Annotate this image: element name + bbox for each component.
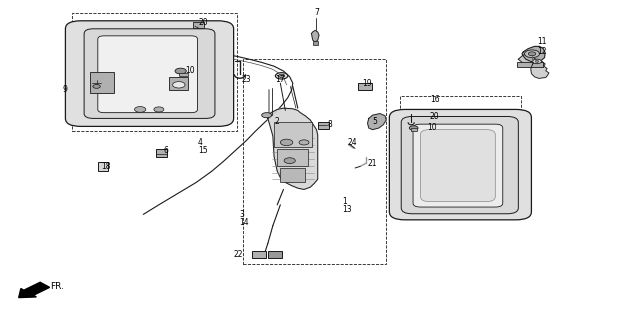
Circle shape xyxy=(275,73,288,79)
Text: 1: 1 xyxy=(343,197,348,206)
FancyBboxPatch shape xyxy=(98,36,197,113)
Circle shape xyxy=(262,113,272,118)
Bar xyxy=(277,149,308,166)
Polygon shape xyxy=(312,30,319,42)
Text: 3: 3 xyxy=(239,210,244,219)
Text: 7: 7 xyxy=(314,8,319,17)
Bar xyxy=(98,162,108,171)
FancyBboxPatch shape xyxy=(389,109,531,220)
Text: 17: 17 xyxy=(275,76,285,84)
Circle shape xyxy=(299,140,309,145)
Polygon shape xyxy=(518,54,537,67)
Circle shape xyxy=(93,84,100,88)
Text: 24: 24 xyxy=(348,138,357,147)
Text: 15: 15 xyxy=(198,146,207,155)
Circle shape xyxy=(280,139,293,146)
Text: 5: 5 xyxy=(373,117,378,126)
Circle shape xyxy=(284,158,295,164)
Bar xyxy=(243,59,386,264)
FancyArrow shape xyxy=(19,282,50,298)
Bar xyxy=(274,122,312,147)
Circle shape xyxy=(173,82,185,88)
Text: 23: 23 xyxy=(242,76,251,84)
Bar xyxy=(400,96,521,216)
Text: 10: 10 xyxy=(186,66,195,75)
Text: 10: 10 xyxy=(427,124,436,132)
Text: 8: 8 xyxy=(327,120,332,129)
Bar xyxy=(268,251,282,258)
Bar xyxy=(90,72,114,93)
Circle shape xyxy=(535,60,539,62)
Polygon shape xyxy=(531,61,549,78)
Polygon shape xyxy=(522,46,545,62)
FancyBboxPatch shape xyxy=(65,21,234,126)
Polygon shape xyxy=(368,114,386,130)
Text: 13: 13 xyxy=(343,205,352,214)
Circle shape xyxy=(154,107,164,112)
Text: 12: 12 xyxy=(537,47,546,56)
FancyBboxPatch shape xyxy=(401,116,518,214)
FancyBboxPatch shape xyxy=(421,130,495,202)
Bar xyxy=(358,83,372,90)
Text: 21: 21 xyxy=(368,159,377,168)
Text: 9: 9 xyxy=(62,85,67,94)
Bar xyxy=(179,73,188,76)
Text: 6: 6 xyxy=(163,146,168,155)
Bar xyxy=(313,41,318,45)
Bar xyxy=(252,251,266,258)
Text: 14: 14 xyxy=(239,218,249,227)
Bar xyxy=(517,62,543,67)
Text: 20: 20 xyxy=(430,112,439,121)
Text: 20: 20 xyxy=(198,18,207,27)
Circle shape xyxy=(135,107,146,112)
Text: 11: 11 xyxy=(537,37,546,46)
Bar xyxy=(169,77,188,90)
Bar xyxy=(156,149,167,157)
Bar xyxy=(72,13,237,131)
Bar xyxy=(280,168,305,182)
Text: 22: 22 xyxy=(234,250,243,259)
Circle shape xyxy=(525,50,540,58)
FancyBboxPatch shape xyxy=(413,124,503,207)
Bar xyxy=(193,22,204,28)
Circle shape xyxy=(528,52,536,56)
Text: FR.: FR. xyxy=(50,282,64,291)
Circle shape xyxy=(533,59,541,64)
Bar xyxy=(411,128,417,131)
Bar xyxy=(318,122,329,129)
Circle shape xyxy=(278,74,285,77)
Circle shape xyxy=(409,126,418,130)
Text: 19: 19 xyxy=(363,79,372,88)
Text: 4: 4 xyxy=(198,138,203,147)
FancyBboxPatch shape xyxy=(84,29,215,118)
Circle shape xyxy=(175,68,186,74)
Text: 18: 18 xyxy=(101,162,110,171)
Text: 16: 16 xyxy=(430,95,439,104)
Text: 2: 2 xyxy=(274,117,279,126)
Polygon shape xyxy=(268,108,318,189)
